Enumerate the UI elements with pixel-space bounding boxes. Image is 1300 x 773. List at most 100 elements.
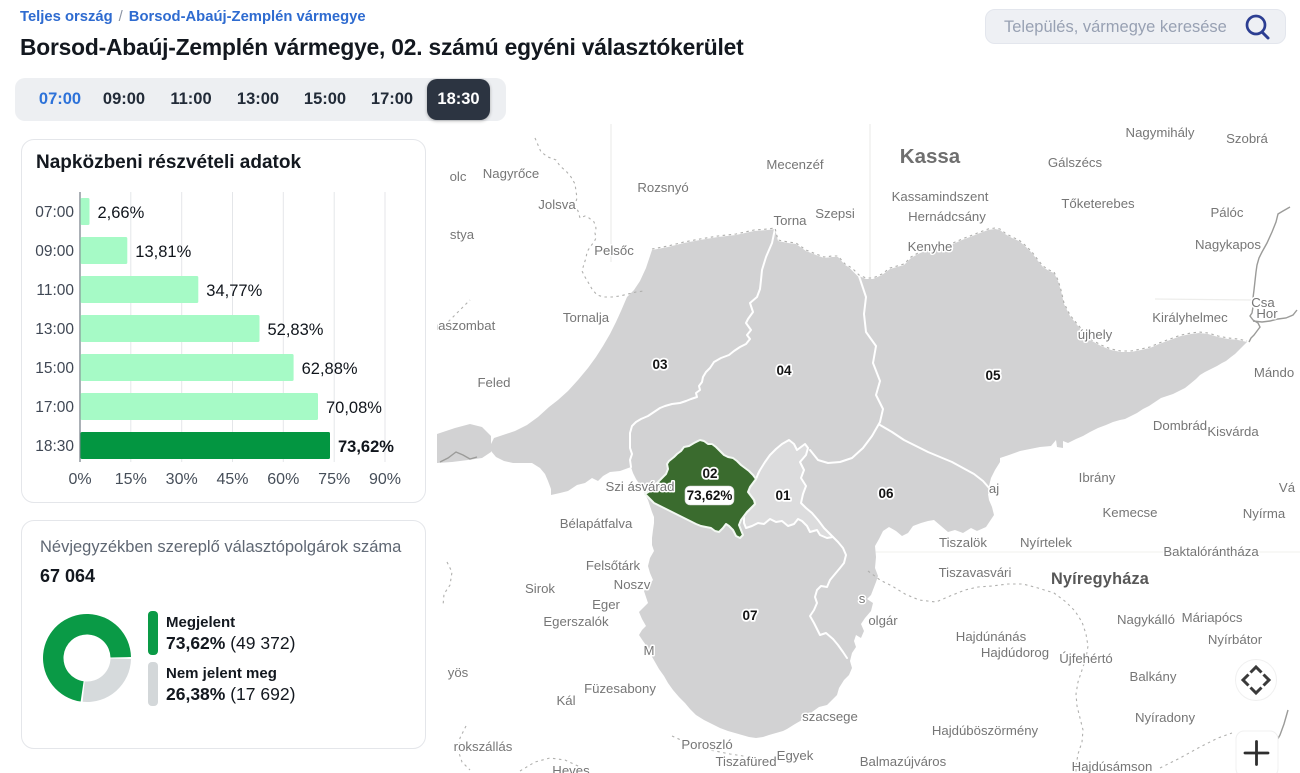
svg-text:Nyíregyháza: Nyíregyháza bbox=[1051, 570, 1150, 588]
svg-text:Nagykálló: Nagykálló bbox=[1117, 612, 1175, 627]
svg-text:Balkány: Balkány bbox=[1130, 669, 1177, 684]
svg-text:Egyek: Egyek bbox=[777, 748, 814, 763]
svg-text:Hajdúnánás: Hajdúnánás bbox=[956, 629, 1027, 644]
svg-text:Eger: Eger bbox=[592, 597, 620, 612]
svg-text:73,62%: 73,62% bbox=[687, 488, 733, 503]
svg-text:05: 05 bbox=[985, 368, 1001, 383]
svg-text:Hor: Hor bbox=[1256, 306, 1278, 321]
svg-text:Kisvárda: Kisvárda bbox=[1207, 424, 1259, 439]
svg-text:13,81%: 13,81% bbox=[135, 243, 191, 261]
svg-text:Rozsnyó: Rozsnyó bbox=[637, 180, 688, 195]
svg-text:07: 07 bbox=[742, 608, 757, 623]
svg-text:Kassamindszent: Kassamindszent bbox=[892, 189, 989, 204]
svg-text:Feled: Feled bbox=[478, 375, 511, 390]
svg-text:Pelsőc: Pelsőc bbox=[594, 243, 634, 258]
svg-text:2,66%: 2,66% bbox=[98, 204, 145, 222]
svg-text:26,38% (17 692): 26,38% (17 692) bbox=[166, 684, 295, 704]
svg-text:Felsőtárk: Felsőtárk bbox=[586, 558, 641, 573]
svg-text:75%: 75% bbox=[318, 471, 350, 488]
svg-text:Balmazújváros: Balmazújváros bbox=[860, 754, 947, 769]
svg-text:rokszállás: rokszállás bbox=[454, 739, 513, 754]
svg-text:Királyhelmec: Királyhelmec bbox=[1152, 310, 1228, 325]
svg-text:Vá: Vá bbox=[1279, 480, 1296, 495]
svg-text:52,83%: 52,83% bbox=[268, 321, 324, 339]
svg-text:naszombat: naszombat bbox=[437, 318, 496, 333]
svg-text:06: 06 bbox=[878, 486, 894, 501]
svg-text:Nyírbátor: Nyírbátor bbox=[1208, 632, 1263, 647]
svg-text:yös: yös bbox=[448, 665, 469, 680]
svg-text:Kemecse: Kemecse bbox=[1103, 505, 1158, 520]
svg-text:Újfehértó: Újfehértó bbox=[1059, 651, 1113, 666]
svg-text:Ibrány: Ibrány bbox=[1079, 470, 1116, 485]
svg-text:Egerszalók: Egerszalók bbox=[543, 614, 609, 629]
svg-text:11:00: 11:00 bbox=[36, 282, 74, 299]
svg-text:újhely: újhely bbox=[1078, 327, 1113, 342]
svg-text:Dombrád: Dombrád bbox=[1153, 418, 1207, 433]
svg-text:Hajdúdorog: Hajdúdorog bbox=[981, 645, 1049, 660]
svg-text:34,77%: 34,77% bbox=[206, 282, 262, 300]
svg-text:Nagyrőce: Nagyrőce bbox=[483, 166, 539, 181]
svg-text:Mándo: Mándo bbox=[1254, 365, 1294, 380]
svg-text:Pálóc: Pálóc bbox=[1211, 205, 1244, 220]
svg-text:Hajdúsámson: Hajdúsámson bbox=[1072, 759, 1153, 773]
svg-text:Jolsva: Jolsva bbox=[538, 197, 576, 212]
svg-text:olgár: olgár bbox=[868, 613, 898, 628]
svg-text:Máriapócs: Máriapócs bbox=[1182, 610, 1243, 625]
svg-text:Szi ásvárad: Szi ásvárad bbox=[606, 479, 675, 494]
svg-text:Bélapátfalva: Bélapátfalva bbox=[560, 516, 633, 531]
svg-text:stya: stya bbox=[450, 227, 475, 242]
svg-text:aj: aj bbox=[989, 481, 999, 496]
svg-text:Poroszló: Poroszló bbox=[681, 737, 732, 752]
svg-text:02: 02 bbox=[702, 466, 717, 481]
svg-text:0%: 0% bbox=[68, 471, 91, 488]
svg-text:M: M bbox=[644, 643, 655, 658]
svg-text:Nyíradony: Nyíradony bbox=[1135, 710, 1196, 725]
svg-text:15%: 15% bbox=[115, 471, 147, 488]
svg-text:13:00: 13:00 bbox=[35, 321, 74, 338]
svg-text:45%: 45% bbox=[216, 471, 248, 488]
svg-text:90%: 90% bbox=[369, 471, 401, 488]
svg-text:Nem jelent meg: Nem jelent meg bbox=[166, 665, 277, 682]
svg-text:Kenyhe: Kenyhe bbox=[908, 239, 953, 254]
svg-text:Hernádcsány: Hernádcsány bbox=[908, 209, 986, 224]
svg-text:09:00: 09:00 bbox=[35, 243, 74, 260]
svg-text:17:00: 17:00 bbox=[35, 399, 74, 416]
svg-text:Torna: Torna bbox=[774, 213, 808, 228]
svg-text:Heves: Heves bbox=[552, 763, 590, 773]
svg-text:30%: 30% bbox=[166, 471, 198, 488]
svg-text:Kál: Kál bbox=[556, 693, 575, 708]
svg-text:73,62%: 73,62% bbox=[338, 438, 394, 456]
svg-text:07:00: 07:00 bbox=[35, 204, 74, 221]
svg-text:Megjelent: Megjelent bbox=[166, 614, 235, 631]
svg-text:73,62% (49 372): 73,62% (49 372) bbox=[166, 633, 295, 653]
svg-text:Kassa: Kassa bbox=[900, 145, 961, 168]
svg-text:60%: 60% bbox=[267, 471, 299, 488]
svg-text:Baktalórántháza: Baktalórántháza bbox=[1163, 544, 1259, 559]
svg-text:Tiszafüred: Tiszafüred bbox=[715, 754, 776, 769]
svg-text:Csa: Csa bbox=[1251, 295, 1275, 310]
svg-text:Noszv: Noszv bbox=[614, 577, 651, 592]
svg-text:Szobrá: Szobrá bbox=[1226, 131, 1268, 146]
svg-text:Nyírtelek: Nyírtelek bbox=[1020, 535, 1072, 550]
svg-text:Nagykapos: Nagykapos bbox=[1195, 237, 1261, 252]
svg-text:15:00: 15:00 bbox=[35, 360, 74, 377]
svg-text:Nagymihály: Nagymihály bbox=[1126, 125, 1195, 140]
svg-text:Sirok: Sirok bbox=[525, 581, 555, 596]
svg-text:Tiszavasvári: Tiszavasvári bbox=[939, 565, 1012, 580]
svg-text:Szepsi: Szepsi bbox=[815, 206, 855, 221]
svg-text:Nyírma: Nyírma bbox=[1243, 506, 1286, 521]
svg-text:04: 04 bbox=[776, 363, 792, 378]
svg-text:szacsege: szacsege bbox=[802, 709, 858, 724]
svg-text:s: s bbox=[859, 591, 866, 606]
svg-text:Hajdúböszörmény: Hajdúböszörmény bbox=[932, 723, 1039, 738]
svg-text:70,08%: 70,08% bbox=[326, 399, 382, 417]
svg-text:Gálszécs: Gálszécs bbox=[1048, 155, 1103, 170]
svg-text:01: 01 bbox=[775, 488, 791, 503]
svg-text:Tiszalök: Tiszalök bbox=[939, 535, 987, 550]
svg-text:Mecenzéf: Mecenzéf bbox=[766, 157, 824, 172]
svg-text:62,88%: 62,88% bbox=[302, 360, 358, 378]
svg-text:03: 03 bbox=[652, 357, 668, 372]
svg-text:Tornalja: Tornalja bbox=[563, 310, 610, 325]
svg-text:olc: olc bbox=[450, 169, 467, 184]
svg-text:Tőketerebes: Tőketerebes bbox=[1061, 196, 1135, 211]
